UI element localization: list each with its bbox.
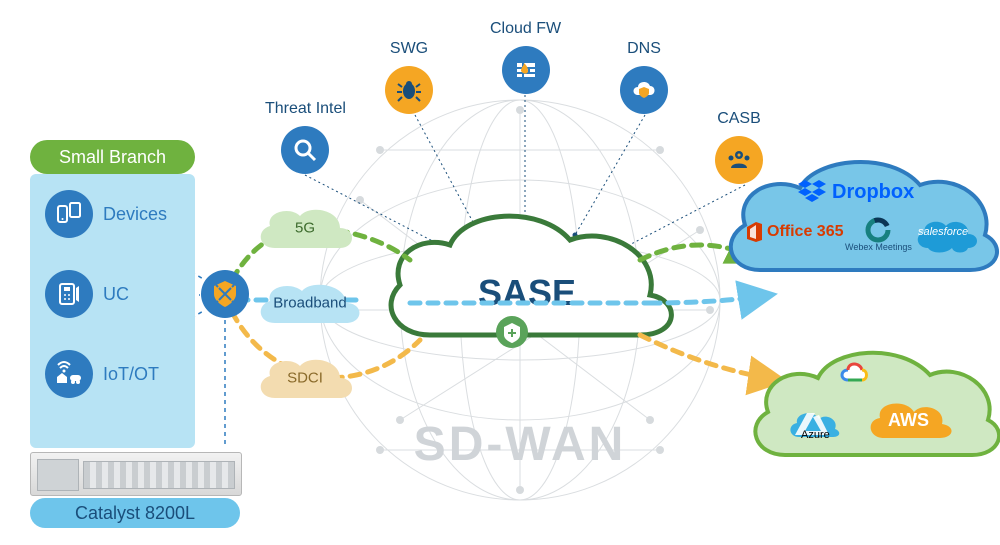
sec-label: SWG (390, 40, 428, 58)
sec-label: Threat Intel (265, 100, 346, 118)
phone-icon (45, 270, 93, 318)
branch-item-label: UC (103, 284, 129, 305)
saas-webex: Webex Meetings (845, 218, 912, 252)
sec-cloudfw: Cloud FW (490, 20, 561, 94)
conn-5g: 5G (250, 200, 360, 256)
branch-item-devices: Devices (45, 190, 167, 238)
sase-architecture-diagram: SD-WAN SASE (0, 0, 1000, 545)
sec-label: Cloud FW (490, 20, 561, 38)
router-label-text: Catalyst 8200L (75, 503, 195, 524)
dropbox-icon (798, 180, 826, 204)
firewall-icon (502, 46, 550, 94)
conn-label: SDCI (287, 370, 323, 387)
sec-casb: CASB (715, 110, 763, 184)
branch-header: Small Branch (30, 140, 195, 174)
webex-icon (866, 218, 890, 242)
sdwan-watermark: SD-WAN (414, 418, 627, 471)
saas-label: Office 365 (767, 223, 843, 241)
saas-office: Office 365 (745, 222, 843, 242)
iaas-label: AWS (888, 410, 929, 431)
sec-swg: SWG (385, 40, 433, 114)
router-label: Catalyst 8200L (30, 498, 240, 528)
iaas-aws: AWS (860, 392, 956, 453)
saas-label: salesforce (918, 226, 968, 238)
sec-threat-intel: Threat Intel (265, 100, 346, 174)
saas-label: Dropbox (832, 181, 914, 204)
iaas-azure: Azure (785, 405, 841, 450)
conn-label: Broadband (273, 295, 346, 312)
iot-icon (45, 350, 93, 398)
conn-broadband: Broadband (250, 275, 370, 331)
sec-dns: DNS (620, 40, 668, 114)
saas-salesforce: salesforce (910, 214, 980, 259)
conn-sdci: SDCI (250, 350, 360, 406)
branch-item-iot: IoT/OT (45, 350, 159, 398)
dns-icon (620, 66, 668, 114)
branch-hub-icon (201, 270, 249, 318)
search-icon (281, 126, 329, 174)
saas-dropbox: Dropbox (798, 180, 914, 204)
iaas-label: Azure (801, 429, 830, 441)
sase-label: SASE (478, 272, 576, 313)
branch-item-label: Devices (103, 204, 167, 225)
iaas-gcp-icon (838, 358, 868, 389)
devices-icon (45, 190, 93, 238)
bug-icon (385, 66, 433, 114)
branch-header-label: Small Branch (59, 147, 166, 168)
saas-label: Webex Meetings (845, 242, 912, 252)
conn-label: 5G (295, 220, 315, 237)
office-icon (745, 222, 763, 242)
casb-icon (715, 136, 763, 184)
branch-item-label: IoT/OT (103, 364, 159, 385)
sec-label: CASB (717, 110, 761, 128)
router-chassis (30, 452, 242, 496)
sec-label: DNS (627, 40, 661, 58)
sase-cloud: SASE (391, 216, 671, 348)
branch-item-uc: UC (45, 270, 129, 318)
